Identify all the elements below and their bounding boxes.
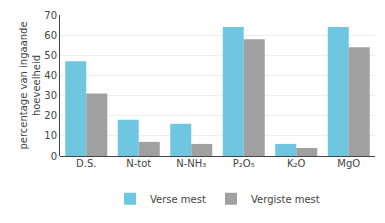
svg-text:60: 60 [44,30,57,41]
svg-text:Verse mest: Verse mest [150,194,206,205]
svg-text:K₂O: K₂O [287,158,306,169]
svg-text:70: 70 [44,10,57,21]
svg-text:30: 30 [44,90,57,101]
svg-text:D.S.: D.S. [76,158,96,169]
svg-text:50: 50 [44,50,57,61]
svg-text:N-NH₃: N-NH₃ [176,158,206,169]
svg-text:MgO: MgO [337,158,360,169]
svg-text:20: 20 [44,110,57,121]
svg-text:10: 10 [44,130,57,141]
svg-text:0: 0 [51,151,57,162]
svg-text:Vergiste mest: Vergiste mest [251,194,320,205]
svg-text:percentage van ingaandehoeveel: percentage van ingaandehoeveelheid [18,21,42,149]
svg-text:N-tot: N-tot [126,158,151,169]
svg-text:40: 40 [44,70,57,81]
svg-text:P₂O₅: P₂O₅ [233,158,255,169]
